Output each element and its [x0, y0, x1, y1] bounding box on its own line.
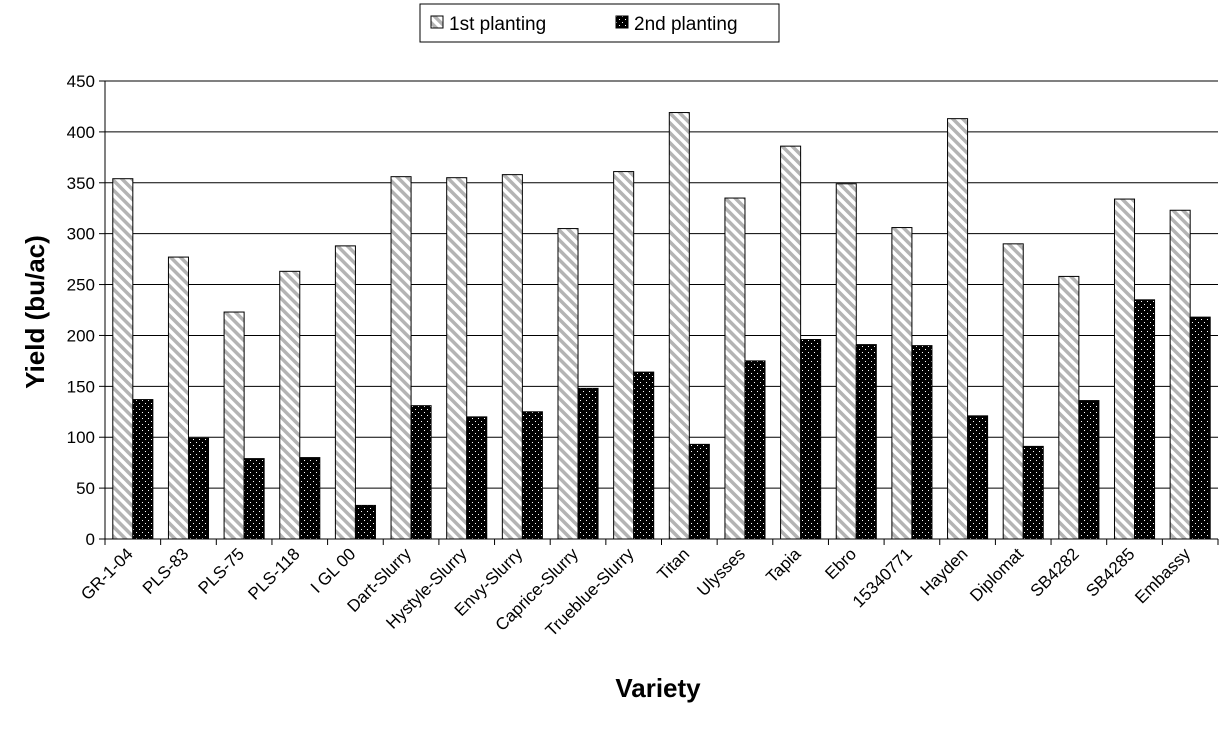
bar-2nd-planting: [1078, 400, 1100, 540]
bar-1st-planting: [112, 178, 134, 540]
bar-2nd-planting: [354, 504, 376, 540]
y-tick-label: 300: [67, 225, 95, 244]
legend-box: [419, 3, 780, 43]
bar-1st-planting: [668, 112, 690, 540]
x-tick-label: GR-1-04: [77, 544, 137, 604]
bar-1st-planting: [724, 197, 746, 540]
bar-2nd-planting: [577, 387, 599, 540]
legend-swatch-1st-planting: [430, 15, 444, 29]
y-tick-label: 250: [67, 276, 95, 295]
bar-1st-planting: [780, 145, 802, 540]
bar-2nd-planting: [1022, 445, 1044, 540]
bar-2nd-planting: [744, 360, 766, 540]
x-tick-label: 15340771: [849, 544, 916, 611]
x-tick-label: Titan: [654, 544, 694, 584]
bar-1st-planting: [835, 183, 857, 540]
bar-2nd-planting: [1189, 316, 1211, 540]
x-tick-label: Tapia: [762, 544, 805, 587]
bar-2nd-planting: [466, 416, 488, 540]
bar-2nd-planting: [299, 457, 321, 540]
bar-2nd-planting: [410, 405, 432, 540]
bar-2nd-planting: [187, 437, 210, 540]
bar-2nd-planting: [967, 415, 989, 540]
bar-1st-planting: [167, 256, 189, 540]
x-tick-label: Embassy: [1131, 544, 1194, 607]
gridlines: [105, 80, 1218, 489]
bar-1st-planting: [947, 118, 969, 540]
y-tick-label: 450: [67, 72, 95, 91]
y-axis-title: Yield (bu/ac): [20, 235, 50, 389]
y-tick-label: 0: [86, 530, 95, 549]
bar-1st-planting: [446, 177, 468, 540]
bars: [112, 112, 1211, 540]
x-tick-label: Hayden: [917, 544, 972, 599]
axes: [99, 80, 1219, 545]
bar-1st-planting: [223, 311, 245, 540]
bar-2nd-planting: [688, 443, 710, 540]
bar-1st-planting: [1002, 243, 1024, 540]
y-tick-label: 150: [67, 377, 95, 396]
y-tick-label: 400: [67, 123, 95, 142]
x-tick-label: PLS-83: [139, 544, 193, 598]
y-tick-label: 100: [67, 428, 95, 447]
bar-1st-planting: [1113, 198, 1136, 540]
bar-2nd-planting: [132, 399, 154, 540]
y-tick-label: 200: [67, 326, 95, 345]
legend-label-2nd-planting: 2nd planting: [634, 14, 738, 35]
bar-1st-planting: [891, 227, 913, 540]
x-tick-label: Diplomat: [966, 544, 1027, 605]
y-tick-label: 50: [76, 479, 95, 498]
bar-1st-planting: [279, 270, 301, 540]
bar-2nd-planting: [800, 339, 822, 540]
legend-swatch-2nd-planting: [615, 15, 629, 29]
y-tick-labels: 0 50 100 150 200 250 300 350 400 450: [67, 72, 95, 549]
y-tick-label: 350: [67, 174, 95, 193]
bar-1st-planting: [613, 171, 635, 540]
x-tick-label: PLS-118: [244, 544, 303, 603]
x-tick-label: SB4282: [1027, 544, 1083, 600]
bar-1st-planting: [557, 228, 579, 540]
x-tick-label: PLS-75: [195, 544, 249, 598]
bar-2nd-planting: [633, 371, 655, 540]
bar-2nd-planting: [855, 344, 877, 540]
x-tick-label: SB4285: [1082, 544, 1138, 600]
bar-1st-planting: [390, 176, 412, 540]
bar-2nd-planting: [1134, 299, 1156, 540]
x-tick-label: I GL 00: [307, 544, 359, 596]
bar-2nd-planting: [911, 345, 933, 540]
legend: 1st planting 2nd planting: [419, 3, 780, 43]
bar-2nd-planting: [243, 458, 265, 540]
bar-1st-planting: [501, 174, 523, 540]
bar-2nd-planting: [521, 411, 543, 540]
bar-1st-planting: [334, 245, 356, 540]
x-axis-title: Variety: [615, 673, 701, 703]
legend-label-1st-planting: 1st planting: [449, 14, 546, 35]
x-tick-label: Ulysses: [693, 544, 749, 600]
x-tick-label: Ebro: [821, 544, 860, 583]
bar-1st-planting: [1058, 275, 1080, 540]
bar-1st-planting: [1169, 209, 1191, 540]
